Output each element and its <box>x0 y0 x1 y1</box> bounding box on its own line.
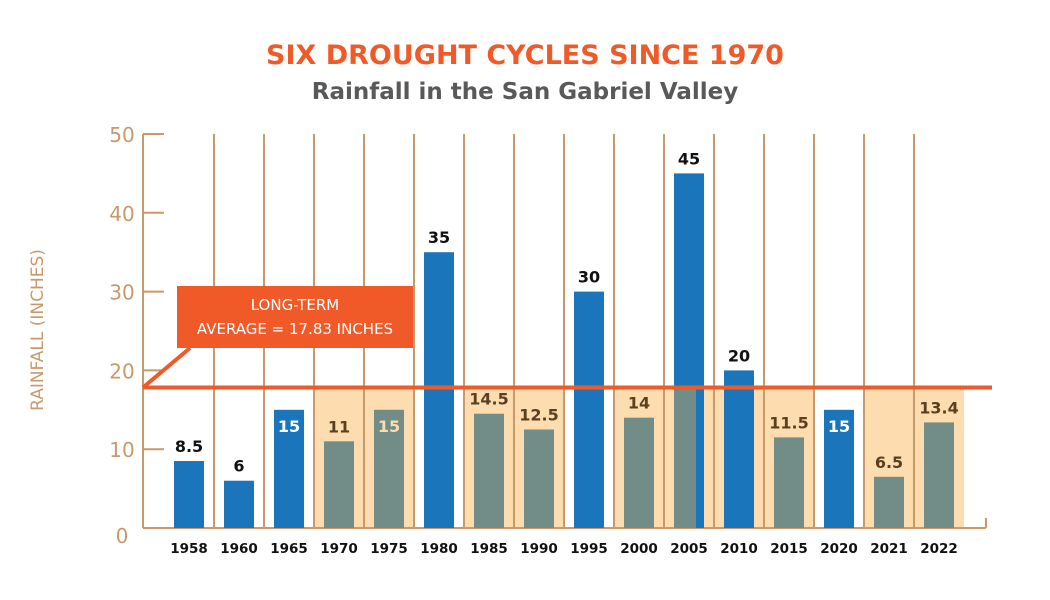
bar-1970 <box>324 441 354 528</box>
data-label: 11.5 <box>769 413 808 432</box>
y-tick-label: 20 <box>109 359 134 383</box>
x-tick-label: 2000 <box>620 541 658 557</box>
data-label: 12.5 <box>519 406 558 425</box>
data-label: 45 <box>678 149 700 168</box>
bar-1965 <box>274 409 304 528</box>
data-label: 14.5 <box>469 390 508 409</box>
bar-2015 <box>774 437 804 528</box>
y-tick-label: 40 <box>109 202 134 226</box>
y-tick-label: 30 <box>109 281 134 305</box>
bar-2022 <box>924 422 954 528</box>
bar-1975 <box>374 409 404 528</box>
y-axis-label: RAINFALL (INCHES) <box>28 249 48 411</box>
bar-1995 <box>574 291 604 528</box>
x-tick-label: 1965 <box>270 541 308 557</box>
chart-subtitle: Rainfall in the San Gabriel Valley <box>311 79 739 105</box>
data-label: 11 <box>328 417 350 436</box>
data-label: 20 <box>728 346 750 365</box>
data-label: 15 <box>828 417 850 436</box>
bar-1958 <box>174 461 204 528</box>
x-tick-label: 2021 <box>870 541 908 557</box>
x-tick-label: 1975 <box>370 541 408 557</box>
x-tick-label: 1985 <box>470 541 508 557</box>
x-tick-label: 1995 <box>570 541 608 557</box>
data-label: 14 <box>628 394 650 413</box>
x-tick-label: 1980 <box>420 541 458 557</box>
data-label: 13.4 <box>919 398 958 417</box>
y-tick-label: 50 <box>109 123 134 147</box>
bar-1980 <box>424 252 454 528</box>
x-tick-label: 1958 <box>170 541 208 557</box>
bar-2021 <box>874 476 904 528</box>
x-tick-label: 2010 <box>720 541 758 557</box>
y-tick-label: 10 <box>109 438 134 462</box>
chart-title: SIX DROUGHT CYCLES SINCE 1970 <box>266 40 784 71</box>
data-label: 35 <box>428 228 450 247</box>
bar-2010 <box>724 370 754 528</box>
bar-1960 <box>224 480 254 528</box>
data-label: 6 <box>233 457 244 476</box>
bar-2020 <box>824 409 854 528</box>
average-label-line2: AVERAGE = 17.83 INCHES <box>196 320 394 338</box>
x-tick-label: 1990 <box>520 541 558 557</box>
x-tick-label: 2005 <box>670 541 708 557</box>
callout-pointer <box>141 346 192 390</box>
bar-1990 <box>524 429 554 528</box>
x-tick-label: 1970 <box>320 541 358 557</box>
x-tick-label: 2020 <box>820 541 858 557</box>
data-label: 30 <box>578 268 600 287</box>
average-label-line1: LONG-TERM <box>250 296 340 314</box>
x-tick-label: 2022 <box>920 541 958 557</box>
x-tick-label: 2015 <box>770 541 808 557</box>
data-label: 15 <box>378 417 400 436</box>
data-label: 6.5 <box>875 453 903 472</box>
bar-2005-below-average <box>674 387 696 528</box>
x-tick-label: 1960 <box>220 541 258 557</box>
bar-1985 <box>474 413 504 528</box>
bar-2000 <box>624 417 654 528</box>
data-label: 15 <box>278 417 300 436</box>
y-tick-label: 0 <box>116 524 129 548</box>
average-callout: LONG-TERM AVERAGE = 17.83 INCHES <box>177 286 413 348</box>
data-label: 8.5 <box>175 437 203 456</box>
